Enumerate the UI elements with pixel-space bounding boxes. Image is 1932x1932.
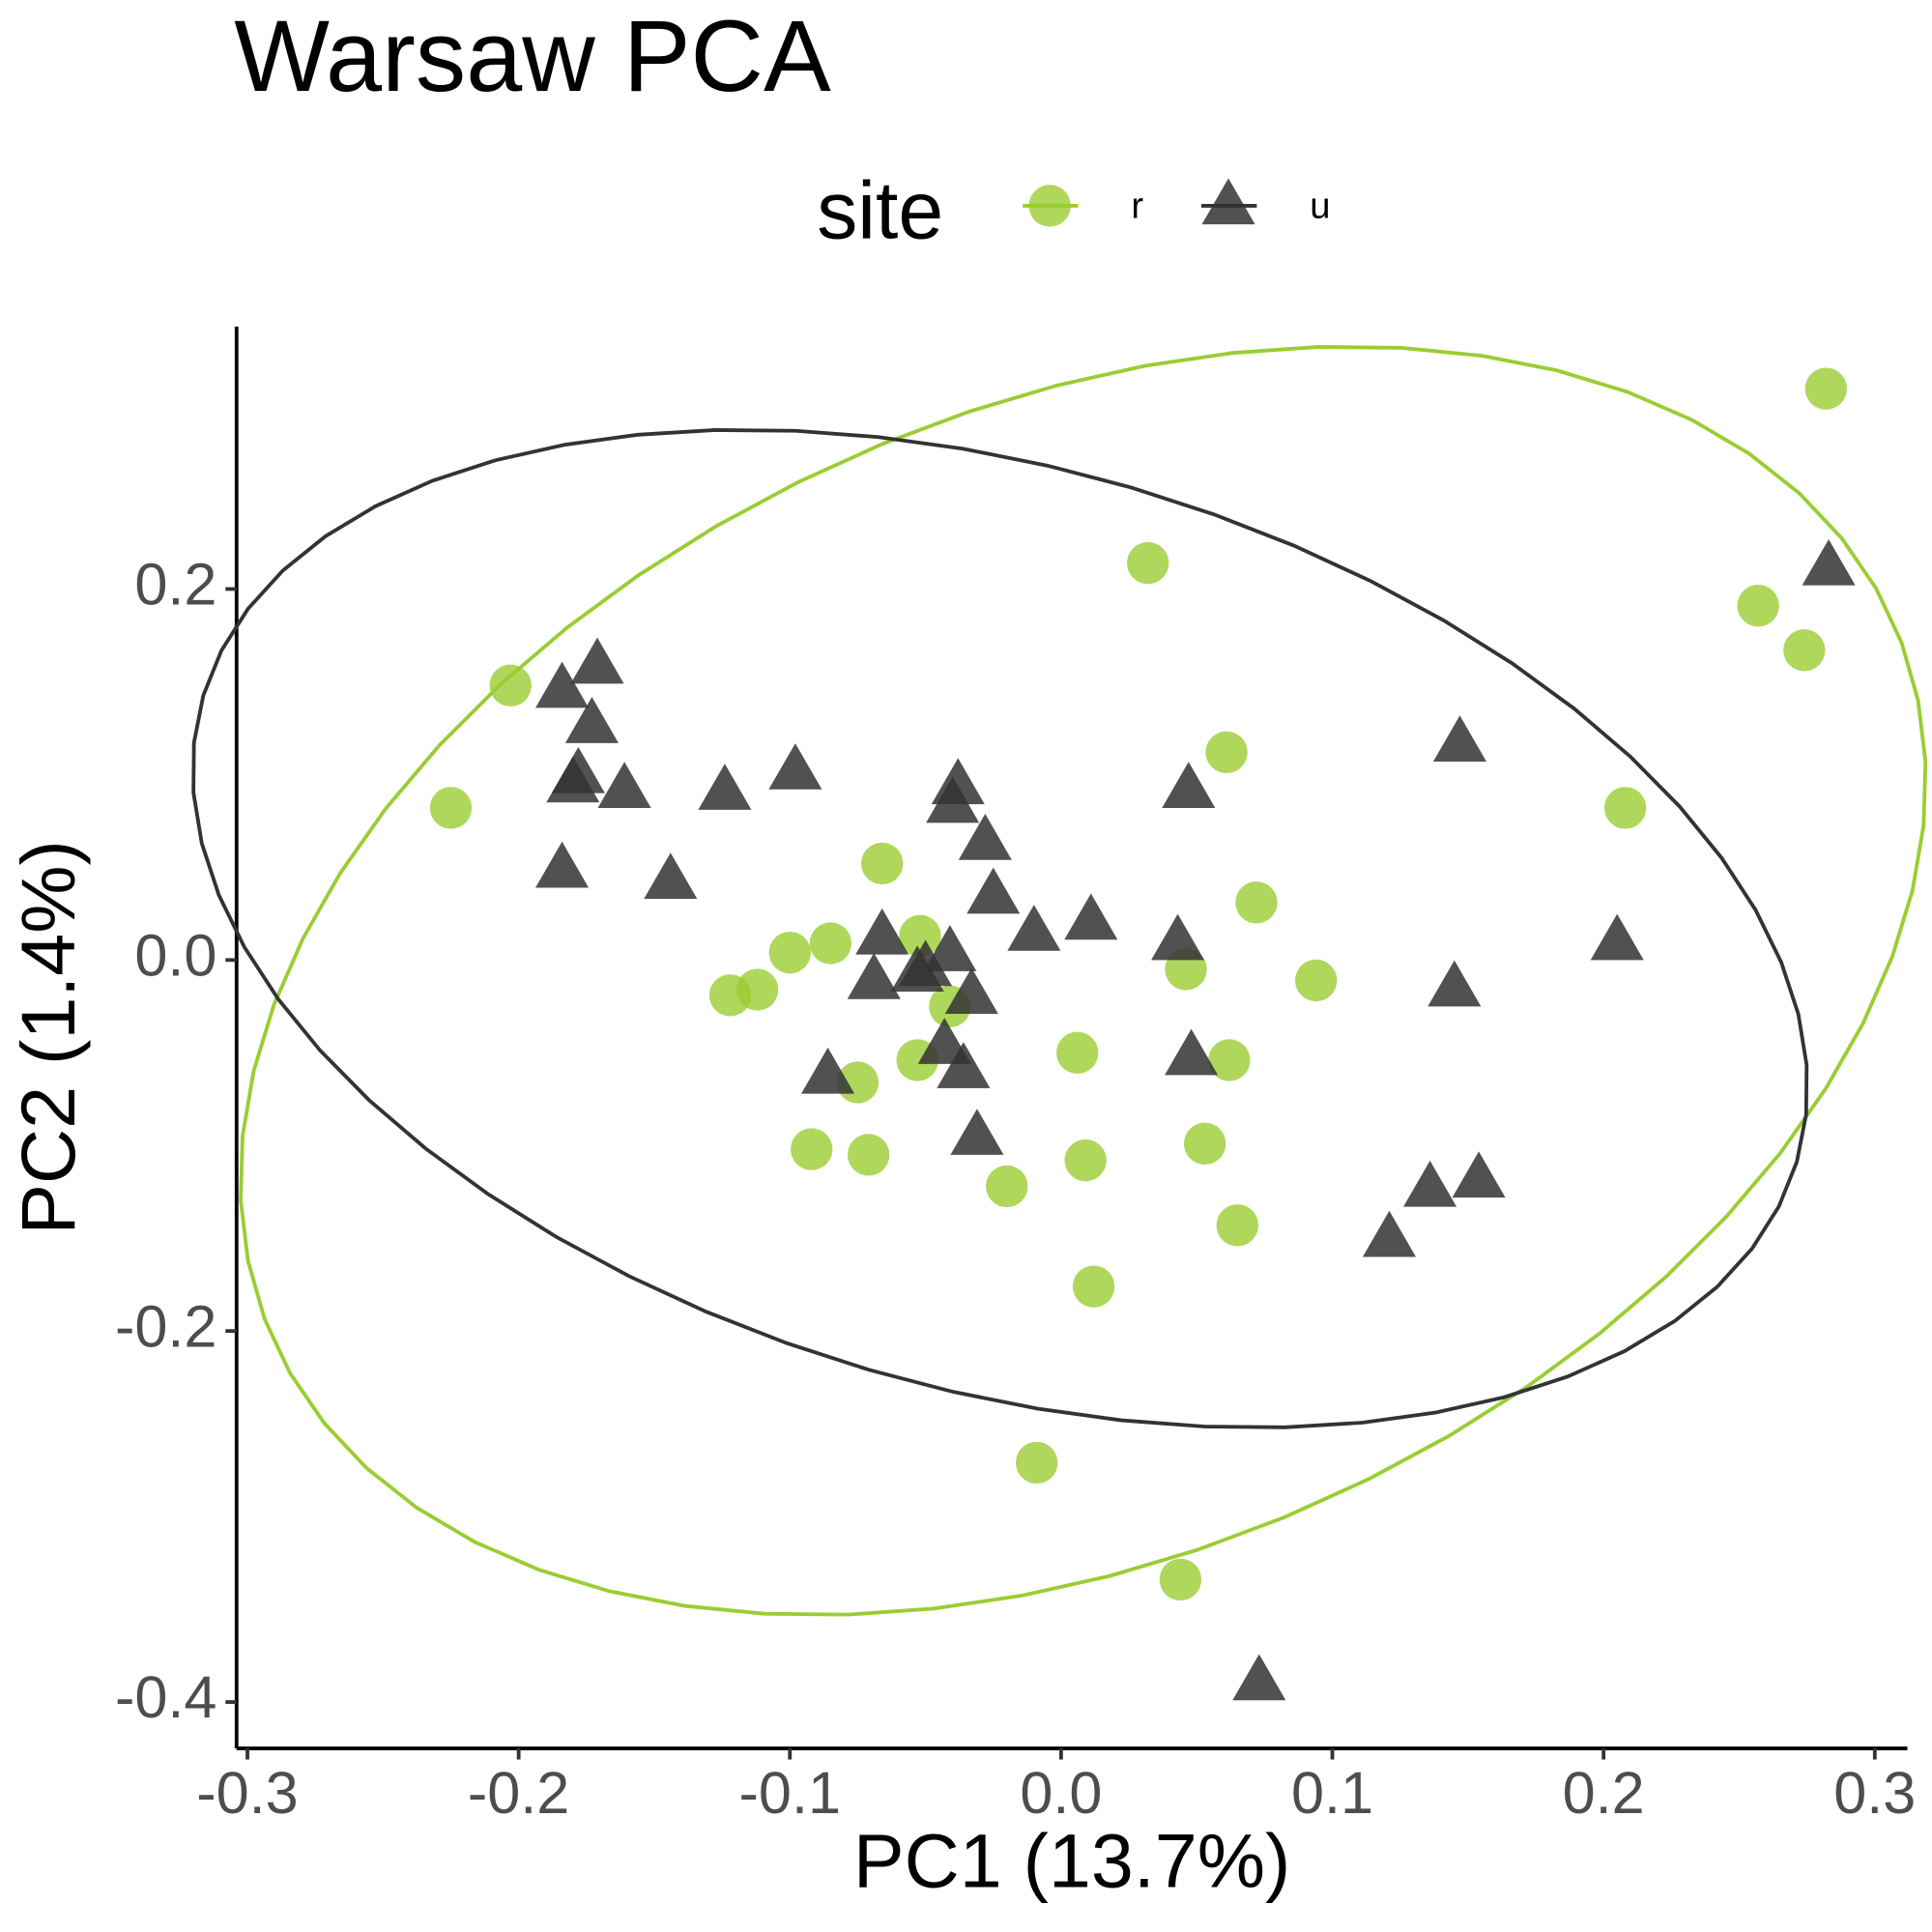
legend-label: r — [1131, 186, 1143, 227]
point — [1802, 538, 1856, 586]
point — [1216, 1204, 1259, 1247]
legend-title: site — [817, 165, 943, 256]
point — [535, 661, 590, 708]
confidence-ellipse — [239, 345, 1928, 1617]
y-axis-title: PC2 (1.4%) — [5, 840, 91, 1234]
point — [1205, 731, 1248, 774]
x-tick-label: 0.3 — [1833, 1760, 1916, 1826]
point — [809, 922, 852, 965]
legend-key — [1028, 185, 1071, 227]
x-tick-label: -0.3 — [196, 1760, 298, 1826]
point — [1183, 1122, 1226, 1165]
point — [1208, 1039, 1251, 1081]
point — [1452, 1151, 1506, 1198]
chart-title: Warsaw PCA — [234, 0, 831, 113]
y-tick-label: 0.2 — [134, 552, 216, 618]
x-tick-label: 0.2 — [1563, 1760, 1645, 1826]
point — [768, 743, 822, 790]
point — [535, 841, 590, 888]
point — [1403, 1160, 1457, 1207]
point — [1783, 629, 1826, 672]
point — [546, 756, 600, 803]
x-tick-label: -0.2 — [468, 1760, 569, 1826]
point — [926, 776, 980, 823]
point — [1432, 715, 1486, 763]
point — [890, 945, 944, 993]
point — [791, 1128, 833, 1170]
point — [855, 908, 909, 955]
point — [1235, 881, 1278, 924]
point — [698, 764, 752, 810]
point — [1064, 893, 1118, 940]
point — [1007, 905, 1061, 951]
point — [899, 914, 941, 958]
point — [429, 787, 473, 829]
point — [1232, 1654, 1286, 1701]
confidence-ellipse — [191, 428, 1809, 1429]
point — [861, 842, 904, 885]
point — [944, 967, 998, 1015]
point — [1072, 1265, 1115, 1308]
point — [937, 1042, 991, 1088]
point — [847, 1134, 890, 1176]
y-tick-label: -0.4 — [115, 1664, 216, 1730]
point — [1427, 960, 1482, 1007]
point — [801, 1047, 855, 1094]
point — [570, 637, 624, 684]
point — [489, 664, 532, 706]
point — [768, 931, 811, 974]
point — [735, 968, 779, 1011]
point — [1162, 762, 1216, 809]
point — [1127, 541, 1169, 585]
point — [958, 814, 1012, 860]
point — [950, 1109, 1004, 1155]
point — [1159, 1558, 1202, 1601]
x-tick-label: -0.1 — [739, 1760, 841, 1826]
legend-label: u — [1310, 186, 1330, 227]
point — [597, 762, 651, 809]
legend-key — [1201, 178, 1255, 225]
point — [1590, 913, 1644, 961]
point — [1295, 959, 1338, 1002]
point — [1064, 1139, 1107, 1182]
point — [1165, 1028, 1219, 1076]
point — [847, 952, 901, 999]
point — [986, 1165, 1028, 1208]
point — [1015, 1441, 1058, 1485]
x-tick-label: 0.1 — [1291, 1760, 1373, 1826]
x-tick-label: 0.0 — [1020, 1760, 1102, 1826]
point — [1362, 1210, 1417, 1257]
point — [966, 867, 1021, 914]
point — [1603, 787, 1647, 829]
point — [1804, 367, 1847, 410]
point — [644, 852, 698, 900]
y-tick-label: -0.2 — [115, 1293, 216, 1359]
point — [1151, 913, 1205, 961]
point — [1056, 1031, 1099, 1074]
point — [564, 697, 619, 743]
y-tick-label: 0.0 — [134, 922, 216, 988]
point — [1737, 585, 1779, 627]
x-axis-title: PC1 (13.7%) — [853, 1817, 1290, 1903]
